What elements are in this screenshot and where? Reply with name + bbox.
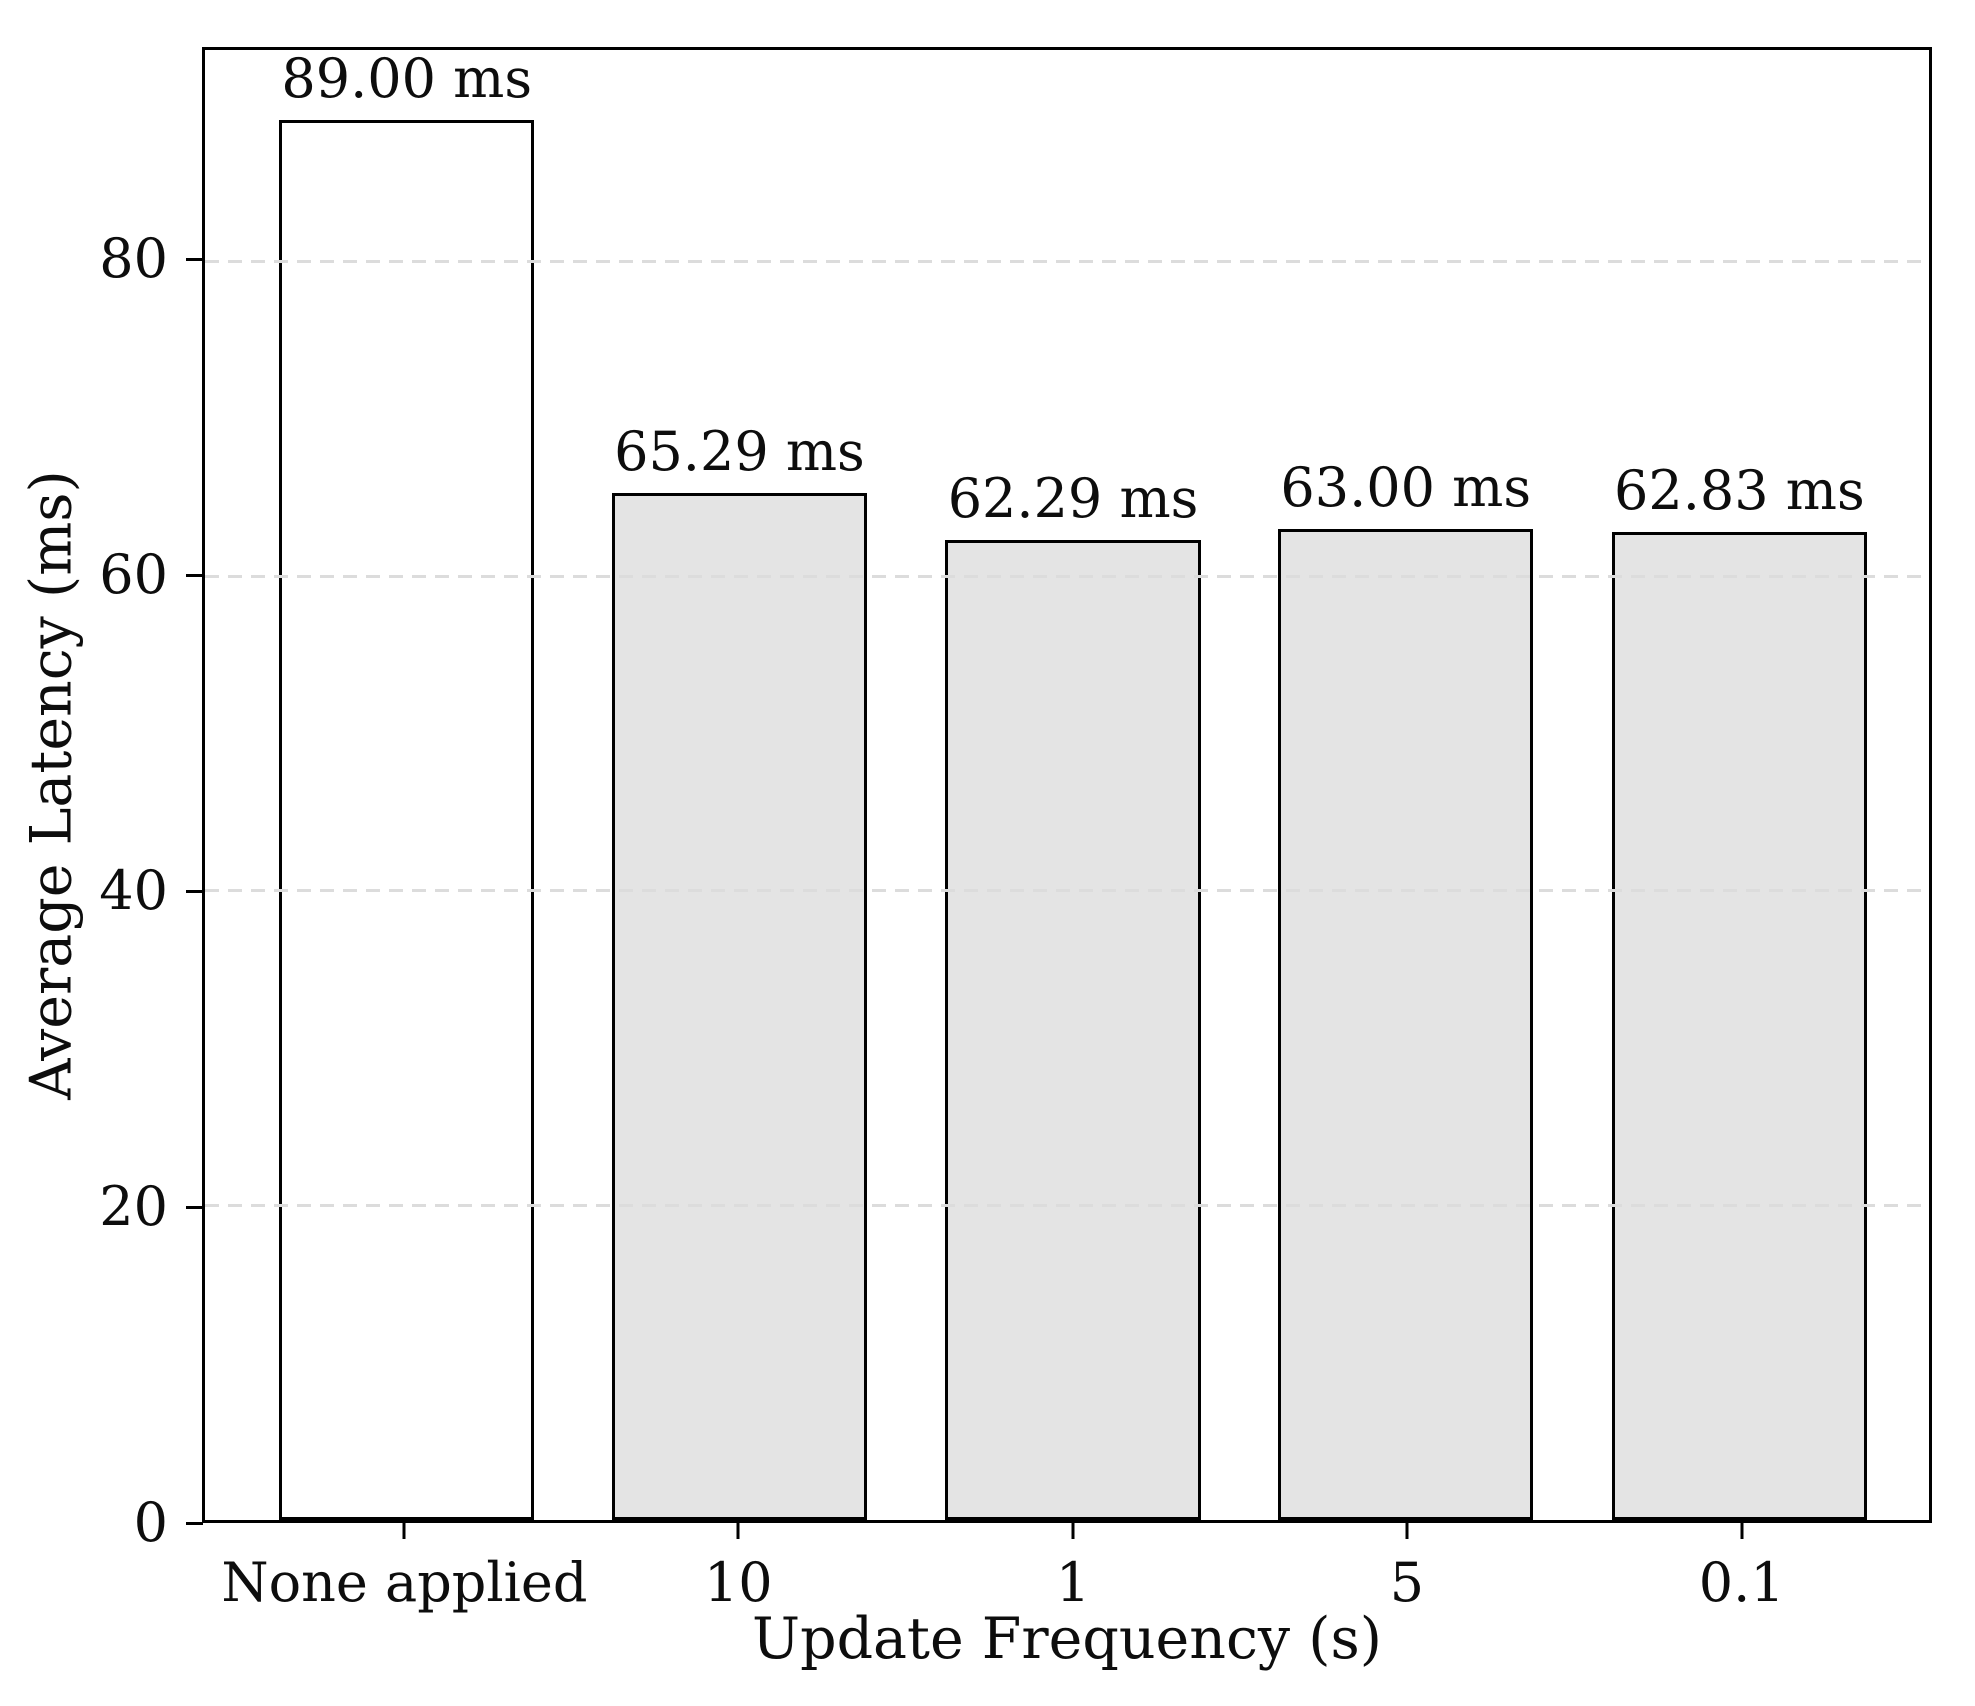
y-tick [186, 1205, 203, 1209]
x-tick [1740, 1522, 1744, 1539]
x-tick [402, 1522, 406, 1539]
y-tick [186, 573, 203, 577]
x-tick-label-2: 1 [1055, 1551, 1091, 1614]
y-tick-label: 60 [99, 543, 168, 607]
bar-value-label: 65.29 ms [614, 420, 865, 484]
y-tick-label: 40 [99, 859, 168, 923]
bar-5 [1278, 529, 1534, 1520]
x-axis: None applied 10 1 5 0.1 [202, 1522, 1932, 1653]
y-tick-label: 80 [99, 227, 168, 291]
x-tick-label-0: None applied [221, 1551, 588, 1614]
y-tick-label: 20 [99, 1175, 168, 1239]
y-tick [186, 1521, 203, 1525]
plot-area: 89.00 ms 65.29 ms 62.29 ms 63.00 ms 62.83 ms [202, 47, 1932, 1523]
bar-None applied [279, 120, 535, 1520]
bar-value-label: 63.00 ms [1280, 456, 1532, 520]
x-tick [736, 1522, 740, 1539]
y-tick [186, 257, 203, 261]
x-tick [1071, 1522, 1075, 1539]
bar-0.1 [1611, 531, 1867, 1520]
y-tick-label: 0 [133, 1491, 168, 1554]
bars-layer: 89.00 ms 65.29 ms 62.29 ms 63.00 ms 62.83 ms [205, 50, 1929, 1520]
y-axis: 0 20 40 60 80 [0, 47, 203, 1550]
y-tick [186, 889, 203, 893]
bar-value-label: 62.29 ms [947, 467, 1199, 531]
x-axis-title: Update Frequency (s) [752, 1606, 1382, 1672]
bar-value-label: 89.00 ms [281, 47, 533, 111]
bar-1 [945, 540, 1201, 1520]
x-tick-label-1: 10 [703, 1551, 773, 1614]
bar-10 [611, 492, 867, 1520]
x-tick-label-3: 5 [1389, 1551, 1425, 1614]
bar-value-label: 62.83 ms [1614, 458, 1865, 522]
x-tick-label-4: 0.1 [1698, 1551, 1785, 1614]
x-tick [1405, 1522, 1409, 1539]
